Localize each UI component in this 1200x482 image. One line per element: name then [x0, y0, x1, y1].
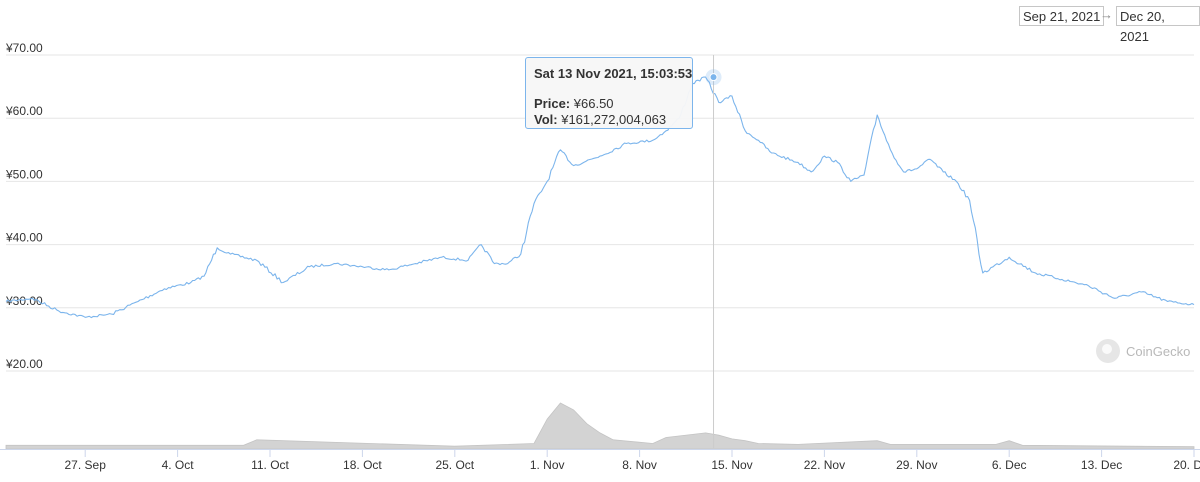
price-series — [5, 76, 1195, 319]
volume-area — [5, 402, 1195, 450]
x-tick-label: 18. Oct — [343, 458, 382, 472]
x-tick-label: 11. Oct — [251, 458, 289, 472]
y-tick-label: ¥50.00 — [5, 167, 43, 181]
y-tick-label: ¥60.00 — [5, 104, 43, 118]
tooltip-vol-label: Vol: — [534, 112, 558, 127]
tooltip-price: Price: ¥66.50 — [534, 96, 684, 112]
x-tick-label: 25. Oct — [435, 458, 474, 472]
crosshair — [705, 55, 722, 449]
y-axis-labels: ¥70.00 ¥60.00 ¥50.00 ¥40.00 ¥30.00 ¥20.00 — [5, 41, 43, 371]
tooltip-title: Sat 13 Nov 2021, 15:03:53 — [534, 66, 693, 81]
y-tick-label: ¥40.00 — [5, 231, 43, 245]
x-tick-label: 15. Nov — [711, 458, 752, 472]
grid-lines — [6, 54, 1194, 372]
arrow-right-icon: → — [1100, 7, 1113, 22]
x-tick-label: 20. Dec — [1173, 458, 1200, 472]
x-tick-label: 4. Oct — [162, 458, 195, 472]
price-line — [5, 76, 1195, 319]
tooltip: Sat 13 Nov 2021, 15:03:53 Price: ¥66.50 … — [525, 57, 693, 129]
x-tick-label: 22. Nov — [804, 458, 845, 472]
coingecko-watermark: CoinGecko — [1096, 338, 1190, 364]
watermark-text: CoinGecko — [1126, 343, 1191, 359]
x-tick-label: 8. Nov — [622, 458, 657, 472]
x-tick-label: 13. Dec — [1081, 458, 1122, 472]
range-end-input[interactable]: Dec 20, 2021 — [1116, 6, 1200, 44]
y-tick-label: ¥30.00 — [5, 294, 43, 308]
x-axis: 27. Sep 4. Oct 11. Oct 18. Oct 25. Oct 1. Nov… — [0, 449, 1200, 472]
y-tick-label: ¥70.00 — [5, 41, 43, 55]
x-tick-label: 6. Dec — [992, 458, 1027, 472]
tooltip-price-value: ¥66.50 — [573, 96, 614, 111]
x-tick-label: 27. Sep — [65, 458, 107, 472]
tooltip-price-label: Price: — [534, 96, 571, 111]
gecko-logo-icon — [1096, 339, 1120, 363]
x-tick-label: 1. Nov — [530, 458, 565, 472]
hover-marker — [709, 73, 718, 82]
tooltip-volume: Vol: ¥161,272,004,063 — [534, 112, 684, 128]
x-tick-label: 29. Nov — [896, 458, 937, 472]
range-start-input[interactable]: Sep 21, 2021 — [1019, 6, 1105, 26]
y-tick-label: ¥20.00 — [5, 357, 43, 371]
volume-series — [5, 402, 1195, 450]
tooltip-vol-value: ¥161,272,004,063 — [561, 112, 667, 127]
